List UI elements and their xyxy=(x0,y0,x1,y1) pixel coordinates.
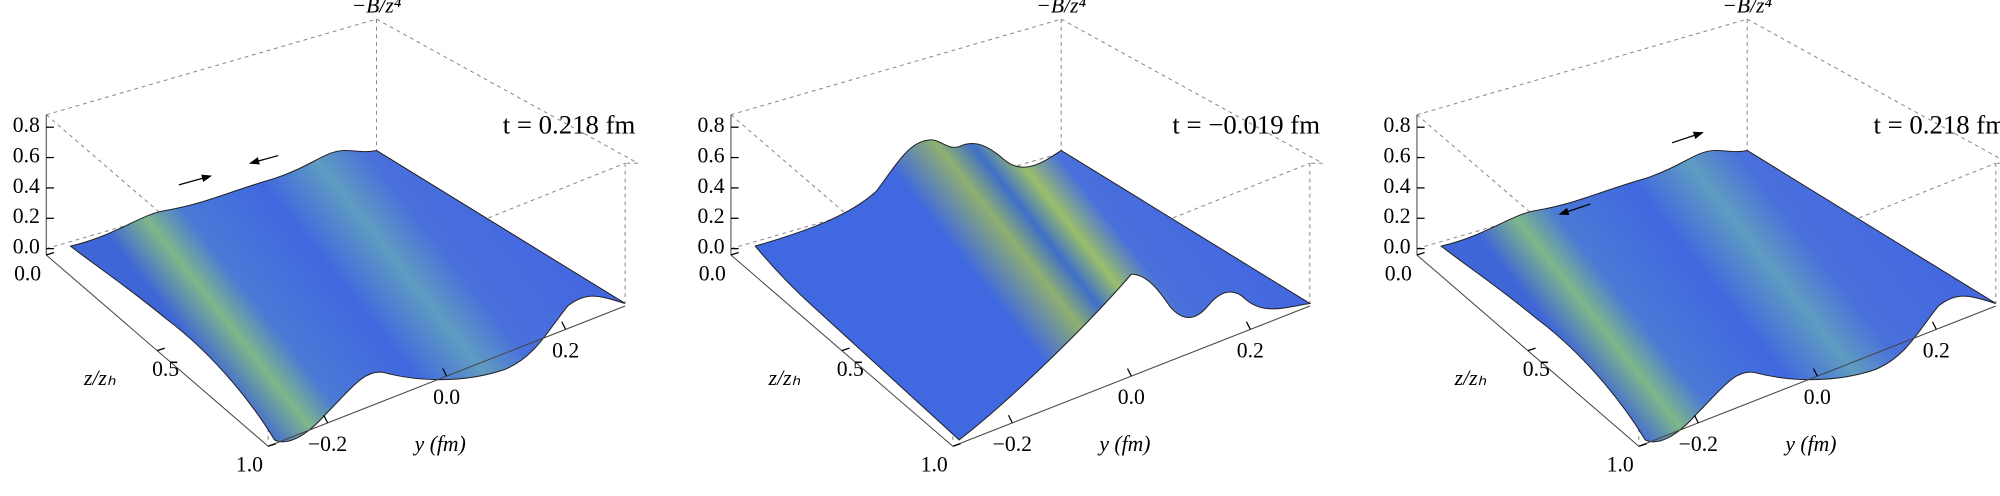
arrow xyxy=(178,174,212,186)
depth-tick-label: 0.5 xyxy=(152,357,179,381)
arrow xyxy=(249,154,279,165)
time-label: t = −0.019 fm xyxy=(1172,110,1320,140)
box-edge xyxy=(1416,18,1748,116)
depth-tick-label: 0.5 xyxy=(837,357,864,381)
depth-tick xyxy=(156,347,166,352)
y-tick-label: −0.2 xyxy=(993,432,1032,456)
z-tick-label: 0.4 xyxy=(13,174,40,198)
panel: 0.0 0.2 0.4 0.6 0.8 0.0 0.5 1.0 −0.2 0.0 0.2 −B/z⁴ z… xyxy=(698,0,1323,477)
y-tick xyxy=(1931,321,1937,330)
box-edge xyxy=(1416,114,1640,307)
y-axis-label: y (fm) xyxy=(1783,432,1836,456)
box-edge xyxy=(376,18,639,164)
depth-tick-label: 0.0 xyxy=(1385,261,1412,285)
depth-tick xyxy=(1527,347,1536,352)
z-tick-label: 0.2 xyxy=(1383,204,1410,228)
depth-tick-label: 0.5 xyxy=(1523,357,1550,381)
z-tick-label: 0.6 xyxy=(1383,144,1410,168)
depth-axis-label: z/zₕ xyxy=(768,366,801,390)
y-tick-label: 0.0 xyxy=(433,385,460,409)
z-tick-label: 0.2 xyxy=(13,204,40,228)
box-edge xyxy=(1060,18,1323,164)
surface xyxy=(69,149,626,443)
z-tick-label: 0.0 xyxy=(698,235,725,259)
y-tick-label: 0.2 xyxy=(552,338,579,362)
depth-tick xyxy=(46,251,55,256)
z-tick-label: 0.0 xyxy=(13,235,40,259)
z-axis-label: −B/z⁴ xyxy=(1722,0,1772,18)
depth-tick xyxy=(730,251,739,256)
box-edge xyxy=(1746,18,2000,160)
y-tick-label: 0.0 xyxy=(1118,385,1145,409)
y-tick xyxy=(1126,368,1132,377)
z-tick-label: 0.8 xyxy=(13,113,40,137)
depth-tick xyxy=(267,443,276,447)
z-tick-label: 0.2 xyxy=(698,204,725,228)
depth-tick-label: 1.0 xyxy=(236,453,263,477)
z-tick-label: 0.6 xyxy=(13,144,40,168)
panel: 0.0 0.2 0.4 0.6 0.8 0.0 0.5 1.0 −0.2 0.0 0.2 −B/z⁴ z… xyxy=(1383,0,2000,477)
y-axis-label: y (fm) xyxy=(413,432,466,456)
depth-tick-label: 0.0 xyxy=(699,261,726,285)
z-axis-label: −B/z⁴ xyxy=(1036,0,1086,18)
y-tick xyxy=(1812,368,1818,377)
surface xyxy=(754,139,1312,441)
box-edge xyxy=(730,114,954,307)
z-tick-label: 0.4 xyxy=(698,174,725,198)
z-tick-label: 0.6 xyxy=(698,144,725,168)
y-axis xyxy=(952,305,1311,447)
y-tick-label: 0.0 xyxy=(1804,385,1831,409)
depth-tick-label: 1.0 xyxy=(921,453,948,477)
y-tick-label: −0.2 xyxy=(308,432,347,456)
depth-tick xyxy=(1638,443,1647,447)
depth-tick xyxy=(952,443,961,447)
panel: 0.0 0.2 0.4 0.6 0.8 0.0 0.5 1.0 −0.2 0.0 0.2 −B/z⁴ z… xyxy=(13,0,639,477)
z-tick-label: 0.4 xyxy=(1383,174,1410,198)
y-tick xyxy=(1007,414,1013,424)
z-tick-label: 0.8 xyxy=(1383,113,1410,137)
time-label: t = 0.218 fm xyxy=(503,110,636,140)
box-edge xyxy=(46,18,377,116)
surface xyxy=(1440,149,1997,443)
y-tick xyxy=(442,368,448,377)
y-tick xyxy=(561,321,567,330)
arrow xyxy=(1558,203,1591,216)
box-edge xyxy=(45,114,269,307)
depth-tick-label: 1.0 xyxy=(1607,453,1634,477)
y-tick xyxy=(1245,321,1251,330)
y-axis-label: y (fm) xyxy=(1097,432,1150,456)
z-axis-label: −B/z⁴ xyxy=(352,0,402,18)
depth-axis-label: z/zₕ xyxy=(1454,366,1487,390)
y-tick xyxy=(323,414,329,424)
y-tick-label: −0.2 xyxy=(1679,432,1718,456)
y-tick-label: 0.2 xyxy=(1923,338,1950,362)
y-tick xyxy=(1693,414,1699,424)
y-tick-label: 0.2 xyxy=(1237,338,1264,362)
time-label: t = 0.218 fm xyxy=(1873,110,2000,140)
depth-axis-label: z/zₕ xyxy=(83,366,116,390)
depth-tick-label: 0.0 xyxy=(14,261,41,285)
z-tick-label: 0.0 xyxy=(1383,235,1410,259)
depth-tick xyxy=(1416,251,1425,256)
arrow xyxy=(1671,131,1704,144)
z-tick-label: 0.8 xyxy=(698,113,725,137)
depth-tick xyxy=(841,347,850,352)
box-edge xyxy=(730,18,1062,116)
